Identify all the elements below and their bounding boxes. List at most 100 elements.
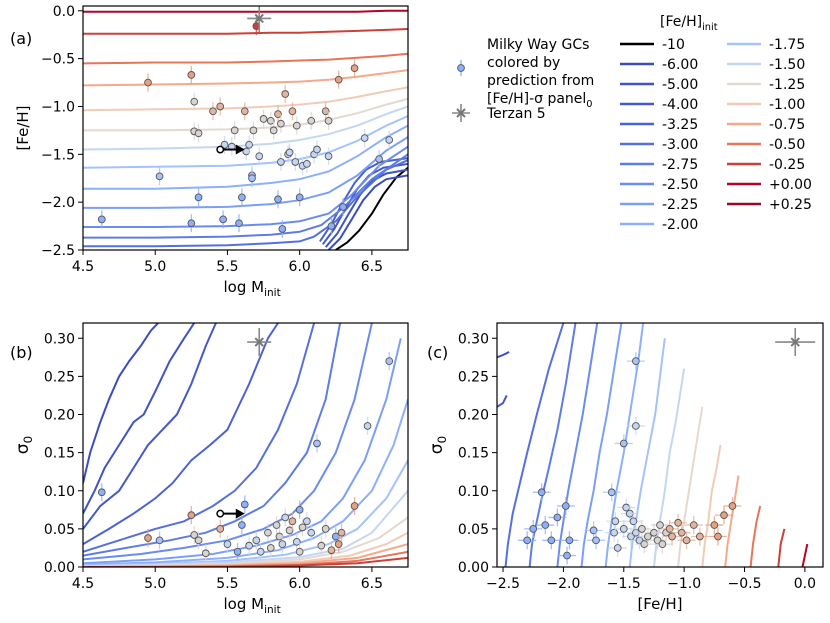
arrow-head	[235, 508, 245, 519]
legend-entry-label: -1.00	[769, 97, 805, 113]
y-axis-label: [Fe/H]	[14, 105, 32, 150]
gc-point	[375, 155, 383, 163]
axes-frame	[82, 5, 409, 251]
legend-entry-label: -3.25	[662, 117, 698, 133]
legend-entry-label: -0.50	[769, 137, 805, 153]
legend-gc-marker	[457, 64, 465, 72]
gc-point	[610, 528, 618, 537]
gc-point	[187, 71, 196, 79]
y-tick-label: 0.30	[44, 331, 75, 347]
gc-point	[313, 439, 321, 448]
y-tick-label: 0.25	[458, 369, 489, 385]
gc-point	[619, 439, 628, 448]
x-tick-label: −0.5	[728, 576, 762, 592]
series-line	[83, 69, 408, 87]
gc-point	[537, 488, 546, 497]
legend-entry-label: -5.00	[662, 77, 698, 93]
series-line	[83, 323, 316, 553]
gc-point	[277, 119, 285, 128]
gc-point	[245, 140, 253, 149]
series-line	[83, 323, 279, 545]
gc-point	[589, 526, 598, 535]
gc-point	[201, 549, 210, 558]
legend-entry-label: -2.00	[662, 217, 698, 233]
gc-point	[607, 488, 616, 497]
x-tick-label: −1.5	[607, 576, 641, 592]
gc-point	[292, 121, 301, 130]
gc-point	[563, 551, 571, 560]
gc-point	[194, 536, 203, 545]
series-line	[83, 28, 408, 35]
gc-point	[668, 532, 676, 541]
gc-point	[264, 528, 272, 537]
series-line	[83, 398, 408, 566]
y-tick-label: 0.10	[44, 484, 75, 500]
y-tick-label: 0.0	[53, 4, 75, 20]
gc-point	[295, 505, 304, 514]
gc-point	[547, 536, 556, 545]
gc-point	[523, 536, 532, 545]
panel-2: −2.5 −2.0 −1.5 −1.0 −0.5 0.0 0.00 0.05 0.10 0.15 0…	[427, 322, 824, 613]
gc-point	[190, 97, 199, 106]
legend-gc-label: colored by	[487, 55, 560, 71]
gc-point	[385, 357, 394, 365]
y-tick-label: −2.5	[41, 243, 75, 259]
gc-point	[252, 536, 261, 545]
gc-point	[272, 521, 281, 529]
gc-point	[249, 126, 258, 135]
gc-point	[629, 517, 638, 526]
legend-terzan-marker	[456, 108, 466, 118]
series-line	[83, 323, 159, 484]
gc-point	[561, 502, 570, 510]
legend-entry-label: -2.25	[662, 197, 698, 213]
gc-point	[622, 503, 631, 512]
gc-point	[363, 422, 372, 430]
series-line	[497, 394, 508, 408]
gc-point	[233, 547, 242, 556]
plot-area	[83, 323, 408, 567]
gc-point	[295, 547, 304, 556]
x-tick-label: 4.5	[72, 259, 94, 275]
gc-point	[337, 528, 346, 537]
gc-point	[292, 537, 301, 546]
series-line	[497, 351, 510, 359]
gc-point	[324, 116, 333, 125]
x-tick-label: −1.0	[667, 576, 701, 592]
gc-point	[638, 525, 646, 533]
gc-point	[720, 511, 728, 520]
gc-point	[677, 528, 686, 537]
gc-point	[324, 152, 333, 161]
series-line	[83, 153, 408, 239]
legend-entry-label: +0.00	[769, 177, 812, 193]
series-line	[83, 115, 408, 169]
gc-point	[321, 525, 330, 533]
gc-point	[223, 540, 232, 548]
panel-letter: (a)	[10, 29, 32, 48]
gc-point	[285, 526, 294, 535]
gc-point	[97, 488, 106, 497]
x-tick-label: 5.0	[144, 259, 166, 275]
series-line	[83, 145, 408, 228]
legend-gc-label: prediction from	[487, 73, 594, 89]
legend-entry-label: -1.50	[769, 57, 805, 73]
axes-frame	[82, 322, 409, 568]
gc-point	[97, 215, 106, 224]
series-line	[83, 323, 196, 515]
gc-point	[216, 525, 225, 533]
gc-point	[255, 152, 264, 161]
gc-point	[288, 107, 297, 116]
gc-point	[230, 126, 239, 135]
series-line	[83, 323, 373, 561]
series-line	[604, 323, 645, 567]
legend-terzan-label: Terzan 5	[486, 106, 546, 122]
y-tick-label: 0.05	[458, 522, 489, 538]
x-tick-label: 6.5	[361, 259, 383, 275]
x-tick-label: 4.5	[72, 576, 94, 592]
gc-point	[238, 521, 246, 529]
terzan5-marker	[254, 13, 264, 24]
y-tick-label: 0.00	[44, 560, 75, 576]
x-axis-label: log Minit	[224, 595, 281, 616]
gc-point	[274, 110, 282, 118]
gc-point	[240, 500, 249, 509]
gc-point	[632, 528, 640, 537]
